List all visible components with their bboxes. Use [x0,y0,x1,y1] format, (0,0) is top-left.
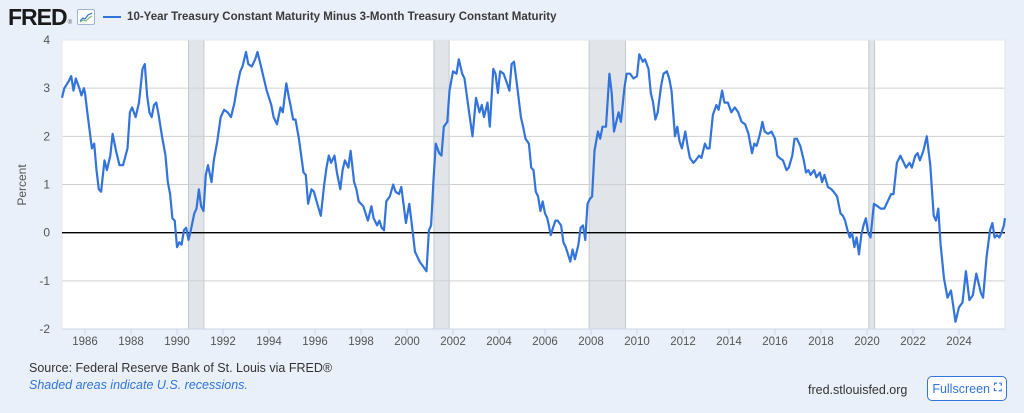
x-tick-label: 2010 [624,336,650,348]
y-tick-label: 3 [43,81,50,95]
chart-svg: 4 3 2 1 0 -1 -2 1986 1988 1990 1992 1994 1996 1998 20… [15,33,1007,348]
x-tick-label: 1994 [256,336,282,348]
fullscreen-icon: ⛶ [993,382,1002,394]
graph-icon [77,9,96,25]
x-tick-label: 1992 [210,336,236,348]
y-tick-label: -1 [39,274,50,288]
series-title[interactable]: 10-Year Treasury Constant Maturity Minus… [127,11,557,23]
x-tick-label: 2022 [900,336,926,348]
y-tick-label: 1 [43,178,50,192]
recession-note: Shaded areas indicate U.S. recessions. [29,378,248,392]
x-tick-label: 2002 [440,336,466,348]
x-tick-label: 2004 [486,336,512,348]
series-line[interactable] [60,50,1007,323]
x-tick-label: 1998 [348,336,374,348]
registered-mark: ® [67,20,73,26]
x-axis-ticks: 1986 1988 1990 1992 1994 1996 1998 2000 2002 2004… [62,328,1005,348]
y-tick-label: 2 [43,129,50,143]
x-tick-label: 1996 [302,336,328,348]
x-tick-label: 2012 [670,336,696,348]
x-tick-label: 2020 [854,336,880,348]
site-url[interactable]: fred.stlouisfed.org [808,383,908,397]
x-tick-label: 2006 [532,336,558,348]
x-tick-label: 2024 [946,336,972,348]
x-tick-label: 2014 [716,336,742,348]
x-tick-label: 2008 [578,336,604,348]
x-tick-label: 2018 [808,336,834,348]
y-tick-label: 0 [43,226,50,240]
x-tick-label: 1988 [118,336,144,348]
fullscreen-button[interactable]: Fullscreen ⛶ [927,376,1007,401]
x-tick-label: 1986 [72,336,98,348]
x-tick-label: 2016 [762,336,788,348]
x-tick-label: 2000 [394,336,420,348]
chart-header: FRED ® 10-Year Treasury Constant Maturit… [8,4,556,30]
fred-logo[interactable]: FRED [8,3,68,30]
y-tick-label: -2 [39,322,50,336]
y-tick-label: 4 [43,33,50,47]
y-axis-ticks: 4 3 2 1 0 -1 -2 [39,33,50,336]
legend-line-swatch [103,16,122,18]
fullscreen-label: Fullscreen [932,381,990,396]
x-tick-label: 1990 [164,336,190,348]
y-axis-label: Percent [15,164,29,206]
source-text: Source: Federal Reserve Bank of St. Loui… [29,361,333,375]
